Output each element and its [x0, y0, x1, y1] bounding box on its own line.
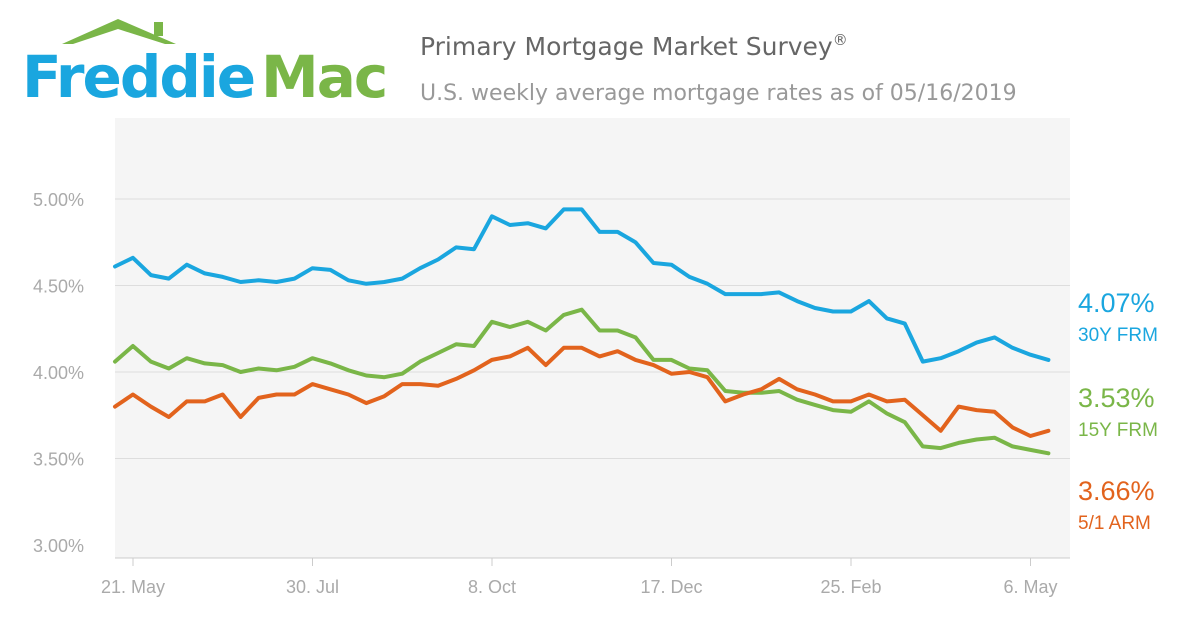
- registered-mark: ®: [833, 31, 848, 49]
- y-tick-label: 5.00%: [33, 190, 84, 210]
- x-tick-label: 6. May: [1003, 577, 1057, 597]
- series-lines: [113, 207, 1051, 456]
- series-legend: 4.07% 30Y FRM 3.53% 15Y FRM 3.66% 5/1 ARM: [1078, 288, 1158, 534]
- y-tick-label: 4.50%: [33, 277, 84, 297]
- x-tick-label: 25. Feb: [820, 577, 881, 597]
- logo-word-mac: Mac: [261, 43, 386, 111]
- logo-word-freddie: Freddie: [22, 43, 254, 111]
- freddie-mac-logo[interactable]: Freddie Mac: [22, 19, 388, 111]
- x-tick-label: 8. Oct: [468, 577, 516, 597]
- logo-chimney-icon: [154, 22, 163, 36]
- x-axis-ticks: 21. May 30. Jul 8. Oct 17. Dec 25. Feb 6. May: [101, 558, 1058, 597]
- legend-latest-value: 4.07%: [1078, 288, 1155, 318]
- page-subtitle: U.S. weekly average mortgage rates as of…: [420, 81, 1017, 106]
- x-tick-label: 21. May: [101, 577, 165, 597]
- plot-background: [115, 118, 1070, 558]
- legend-series-name: 30Y FRM: [1078, 325, 1158, 346]
- legend-latest-value: 3.53%: [1078, 383, 1155, 413]
- series-line-30y-frm[interactable]: [113, 207, 1051, 364]
- y-tick-label: 3.00%: [33, 536, 84, 556]
- legend-latest-value: 3.66%: [1078, 476, 1155, 506]
- y-tick-label: 4.00%: [33, 363, 84, 383]
- series-line-5-1-arm[interactable]: [113, 345, 1051, 438]
- logo-roof-icon: [62, 19, 176, 44]
- x-tick-label: 30. Jul: [286, 577, 339, 597]
- x-tick-label: 17. Dec: [640, 577, 702, 597]
- page-title: Primary Mortgage Market Survey®: [420, 31, 848, 61]
- legend-series-name: 5/1 ARM: [1078, 513, 1151, 534]
- legend-series-name: 15Y FRM: [1078, 420, 1158, 441]
- y-tick-labels: 3.00% 3.50% 4.00% 4.50% 5.00%: [33, 190, 84, 556]
- series-line-15y-frm[interactable]: [113, 307, 1051, 456]
- y-tick-label: 3.50%: [33, 450, 84, 470]
